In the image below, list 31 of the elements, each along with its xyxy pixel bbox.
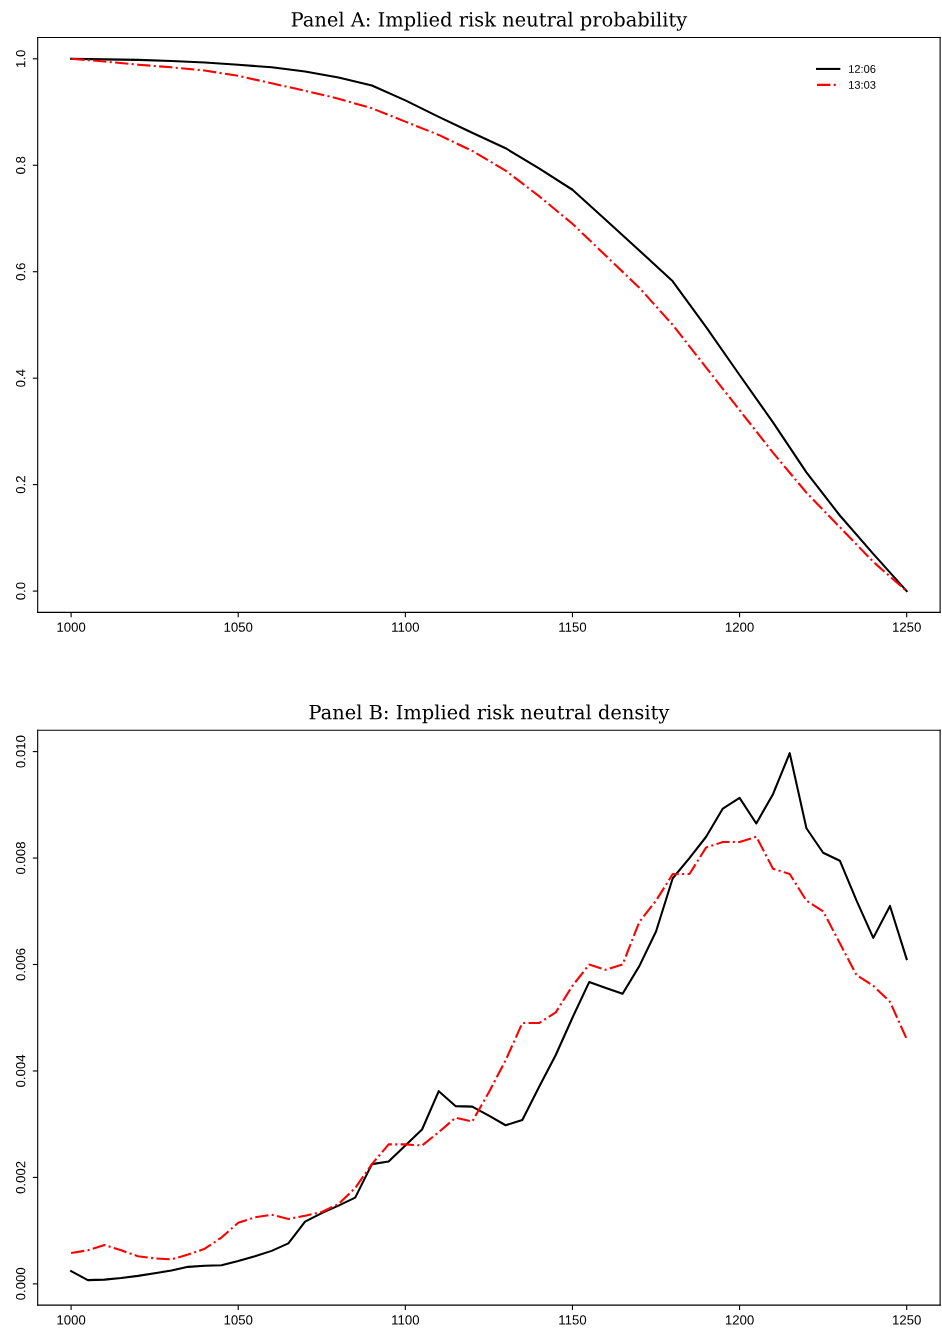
x-tick-label: 1100 xyxy=(392,1315,420,1325)
y-tick-label: 0.6 xyxy=(16,263,26,281)
x-tick-label: 1200 xyxy=(725,622,754,632)
y-tick-label: 0.2 xyxy=(16,476,26,494)
line-series xyxy=(70,835,908,1261)
x-tick-label: 1050 xyxy=(224,622,253,632)
y-tick-label: 1.0 xyxy=(16,50,26,67)
x-tick-label: 1000 xyxy=(57,622,86,632)
y-tick-label: 0.008 xyxy=(16,842,26,875)
x-tick-label: 1000 xyxy=(57,1315,86,1325)
line-series xyxy=(70,752,908,1282)
y-tick-label: 0.004 xyxy=(16,1054,26,1087)
y-tick-label: 0.8 xyxy=(16,156,26,174)
x-tick-label: 1150 xyxy=(559,622,587,632)
x-tick-label: 1250 xyxy=(893,622,921,632)
y-tick-label: 0.000 xyxy=(16,1267,26,1300)
legend-label: 13:03 xyxy=(849,80,876,89)
legend-label: 12:06 xyxy=(849,65,876,73)
y-tick-label: 0.002 xyxy=(16,1161,26,1194)
line-series xyxy=(70,57,908,593)
y-tick-label: 0.0 xyxy=(16,582,26,600)
y-tick-label: 0.006 xyxy=(16,948,26,981)
x-tick-label: 1200 xyxy=(725,1315,754,1325)
x-tick-label: 1150 xyxy=(559,1315,587,1325)
chart-title: Panel B: Implied risk neutral density xyxy=(309,704,670,724)
x-tick-label: 1050 xyxy=(224,1315,253,1325)
y-tick-label: 0.010 xyxy=(16,735,26,768)
x-tick-label: 1100 xyxy=(392,622,420,632)
y-tick-label: 0.4 xyxy=(16,369,26,387)
chart-title: Panel A: Implied risk neutral probability xyxy=(291,11,688,31)
x-tick-label: 1250 xyxy=(893,1315,921,1325)
